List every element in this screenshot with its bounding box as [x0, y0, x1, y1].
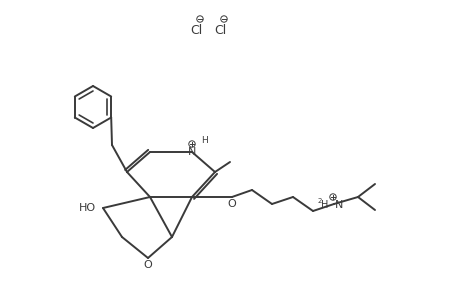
Text: H: H — [201, 136, 207, 145]
Text: N: N — [334, 200, 342, 210]
Text: 2: 2 — [317, 198, 321, 204]
Text: HO: HO — [78, 203, 95, 213]
Text: N: N — [187, 147, 196, 157]
Text: Cl: Cl — [190, 23, 202, 37]
Text: H: H — [320, 200, 327, 210]
Text: O: O — [143, 260, 152, 270]
Text: Cl: Cl — [213, 23, 226, 37]
Text: O: O — [227, 199, 236, 209]
